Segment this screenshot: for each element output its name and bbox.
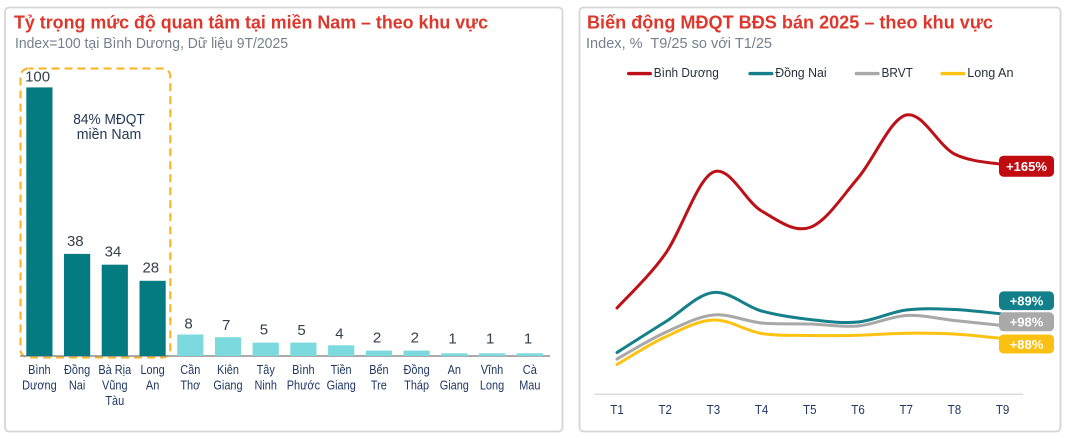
svg-text:Bà Rịa: Bà Rịa xyxy=(98,362,131,377)
svg-text:T3: T3 xyxy=(707,402,721,417)
svg-text:Cần: Cần xyxy=(180,362,200,377)
svg-text:Ninh: Ninh xyxy=(254,378,277,393)
svg-text:Bình: Bình xyxy=(292,362,315,377)
svg-text:Index=100 tại Bình Dương, Dữ l: Index=100 tại Bình Dương, Dữ liệu 9T/202… xyxy=(15,35,288,52)
svg-text:+165%: +165% xyxy=(1006,159,1047,174)
svg-text:Đồng: Đồng xyxy=(64,362,90,377)
svg-text:2: 2 xyxy=(373,330,381,347)
svg-text:An: An xyxy=(448,362,461,377)
svg-text:Đồng: Đồng xyxy=(404,362,430,377)
svg-text:Bình Dương: Bình Dương xyxy=(654,65,719,80)
svg-text:BRVT: BRVT xyxy=(882,65,913,80)
svg-text:An: An xyxy=(146,378,159,393)
svg-text:Cà: Cà xyxy=(523,362,538,377)
svg-text:Bình: Bình xyxy=(28,362,51,377)
svg-text:5: 5 xyxy=(297,322,305,339)
svg-text:Vũng: Vũng xyxy=(102,378,128,393)
svg-text:1: 1 xyxy=(486,331,494,348)
svg-text:Mau: Mau xyxy=(519,378,540,393)
svg-text:Index, % T9/25 so với T1/25: Index, % T9/25 so với T1/25 xyxy=(586,35,772,52)
svg-text:Nai: Nai xyxy=(69,378,85,393)
svg-text:Giang: Giang xyxy=(213,378,242,393)
svg-text:+89%: +89% xyxy=(1010,294,1044,309)
svg-text:Phước: Phước xyxy=(287,378,321,393)
svg-text:1: 1 xyxy=(524,331,532,348)
svg-text:T5: T5 xyxy=(803,402,817,417)
svg-text:Tỷ trọng mức độ quan tâm tại m: Tỷ trọng mức độ quan tâm tại miền Nam – … xyxy=(14,13,488,33)
svg-text:28: 28 xyxy=(142,259,159,276)
svg-text:Tre: Tre xyxy=(371,378,387,393)
svg-text:Dương: Dương xyxy=(22,378,57,393)
svg-text:T9: T9 xyxy=(996,402,1010,417)
svg-text:Tiền: Tiền xyxy=(331,362,352,377)
svg-text:Bến: Bến xyxy=(369,362,388,377)
svg-text:1: 1 xyxy=(448,331,456,348)
svg-text:Long An: Long An xyxy=(967,65,1013,80)
svg-text:38: 38 xyxy=(67,233,84,250)
svg-text:Giang: Giang xyxy=(440,378,469,393)
svg-text:Long: Long xyxy=(480,378,504,393)
svg-text:miền Nam: miền Nam xyxy=(77,126,142,143)
svg-text:T7: T7 xyxy=(899,402,913,417)
svg-text:100: 100 xyxy=(25,68,50,85)
svg-text:T4: T4 xyxy=(755,402,769,417)
svg-text:4: 4 xyxy=(335,326,343,343)
svg-text:Tây: Tây xyxy=(257,362,276,377)
svg-text:7: 7 xyxy=(222,317,230,334)
svg-text:Thơ: Thơ xyxy=(180,378,200,393)
svg-text:Tàu: Tàu xyxy=(105,393,124,408)
svg-text:Long: Long xyxy=(140,362,164,377)
svg-text:Vĩnh: Vĩnh xyxy=(481,362,504,377)
svg-text:Giang: Giang xyxy=(327,378,356,393)
svg-text:5: 5 xyxy=(260,322,268,339)
svg-text:Đồng Nai: Đồng Nai xyxy=(775,65,826,80)
svg-text:T2: T2 xyxy=(658,402,672,417)
svg-text:2: 2 xyxy=(411,330,419,347)
svg-text:T8: T8 xyxy=(948,402,962,417)
svg-text:84% MĐQT: 84% MĐQT xyxy=(73,111,145,128)
svg-text:Tháp: Tháp xyxy=(404,378,429,393)
svg-text:Biến động MĐQT BĐS bán 2025 –: Biến động MĐQT BĐS bán 2025 – theo khu v… xyxy=(587,13,993,33)
svg-text:Kiên: Kiên xyxy=(217,362,239,377)
svg-text:8: 8 xyxy=(184,315,192,332)
svg-text:34: 34 xyxy=(105,244,122,261)
svg-text:+88%: +88% xyxy=(1010,337,1044,352)
svg-text:T1: T1 xyxy=(610,402,624,417)
svg-text:+98%: +98% xyxy=(1010,315,1044,330)
svg-text:T6: T6 xyxy=(851,402,865,417)
